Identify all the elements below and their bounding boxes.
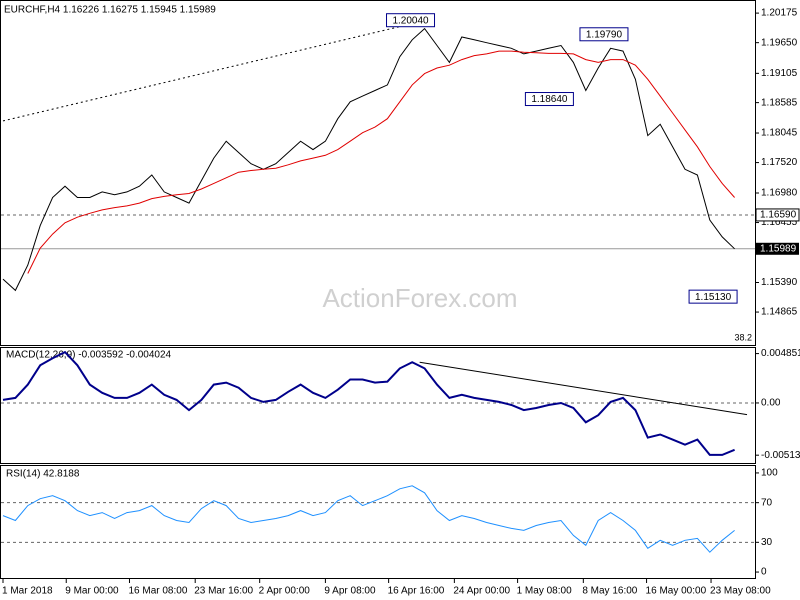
price-annotation-box bbox=[579, 27, 629, 42]
x-tick-label: 23 May 08:00 bbox=[710, 586, 771, 597]
price-annotation: 1.15130 bbox=[695, 292, 732, 303]
level-label-box bbox=[755, 208, 800, 222]
x-tick-label: 16 Mar 08:00 bbox=[128, 586, 187, 597]
x-tick-label: 9 Apr 08:00 bbox=[324, 586, 376, 597]
price-annotation: 1.18640 bbox=[531, 94, 568, 105]
fib-label: 38.2 bbox=[734, 332, 752, 342]
price-panel bbox=[0, 0, 756, 346]
x-tick-label: 1 May 08:00 bbox=[517, 586, 572, 597]
price-annotation-box bbox=[386, 13, 436, 28]
level-label: 1.16590 bbox=[760, 210, 797, 221]
y-tick-label: 1.16455 bbox=[761, 217, 798, 228]
chart-title: EURCHF,H4 1.16226 1.16275 1.15945 1.1598… bbox=[4, 5, 216, 16]
x-tick-label: 24 Apr 00:00 bbox=[453, 586, 510, 597]
trendline bbox=[2, 20, 425, 122]
price-annotation: 1.19790 bbox=[586, 29, 623, 40]
series-line bbox=[2, 485, 735, 553]
series-line bbox=[2, 27, 735, 292]
y-tick-label: 1.14865 bbox=[761, 307, 798, 318]
watermark: ActionForex.com bbox=[322, 283, 517, 313]
price-annotation-box bbox=[524, 92, 574, 107]
y-tick-label: 0.00 bbox=[761, 398, 781, 409]
y-tick-label: 1.19105 bbox=[761, 68, 798, 79]
x-tick-label: 16 Apr 16:00 bbox=[388, 586, 445, 597]
x-tick-label: 1 Mar 2018 bbox=[2, 586, 53, 597]
x-tick-label: 16 May 00:00 bbox=[646, 586, 707, 597]
series-line bbox=[27, 50, 735, 274]
x-tick-label: 2 Apr 00:00 bbox=[259, 586, 311, 597]
x-tick-label: 23 Mar 16:00 bbox=[194, 586, 253, 597]
price-annotation: 1.20040 bbox=[392, 15, 429, 26]
price-annotation-box bbox=[688, 289, 738, 304]
y-tick-label: 0.004851 bbox=[761, 348, 800, 359]
y-tick-label: 1.19650 bbox=[761, 37, 798, 48]
trendline bbox=[419, 361, 748, 416]
series-line bbox=[2, 350, 735, 456]
macd-panel bbox=[0, 347, 756, 464]
rsi-title: RSI(14) 42.8188 bbox=[6, 469, 80, 480]
x-tick-label: 8 May 16:00 bbox=[582, 586, 637, 597]
y-tick-label: 1.16980 bbox=[761, 188, 798, 199]
y-tick-label: 1.17520 bbox=[761, 157, 798, 168]
last-price-label: 1.15989 bbox=[760, 243, 797, 254]
y-tick-label: 100 bbox=[761, 468, 778, 479]
rsi-panel bbox=[0, 465, 756, 579]
y-tick-label: 1.15390 bbox=[761, 277, 798, 288]
y-tick-label: 1.20175 bbox=[761, 8, 798, 19]
y-tick-label: 30 bbox=[761, 537, 773, 548]
y-tick-label: -0.005132 bbox=[761, 450, 800, 461]
x-tick-label: 9 Mar 00:00 bbox=[65, 586, 119, 597]
y-tick-label: 70 bbox=[761, 497, 773, 508]
y-tick-label: 0 bbox=[761, 567, 767, 578]
last-price-box bbox=[756, 242, 799, 255]
macd-title: MACD(12,26,9) -0.003592 -0.004024 bbox=[6, 350, 172, 361]
y-tick-label: 1.18585 bbox=[761, 97, 798, 108]
y-tick-label: 1.18045 bbox=[761, 128, 798, 139]
